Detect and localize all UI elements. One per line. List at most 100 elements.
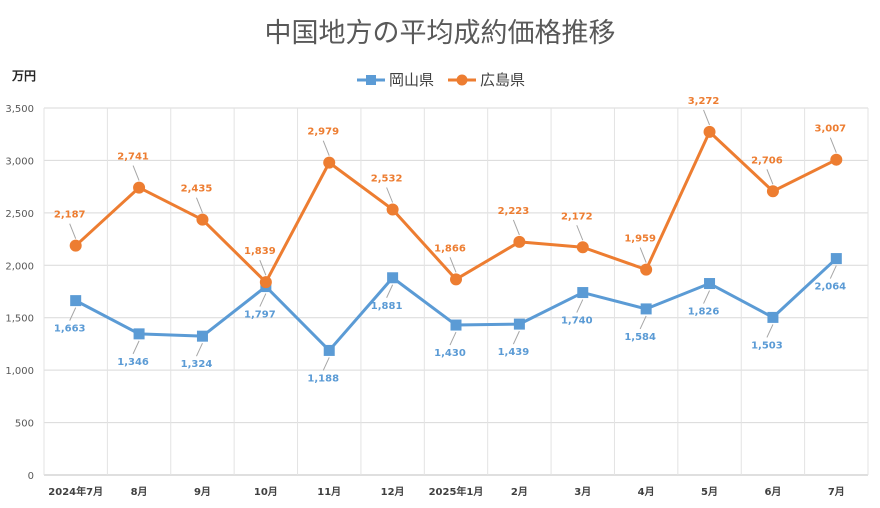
- data-label-leader: [576, 225, 584, 241]
- data-label-okayama: 1,740: [561, 316, 593, 327]
- data-label-hiroshima: 1,839: [244, 246, 276, 257]
- data-label-hiroshima: 2,172: [561, 211, 593, 222]
- data-label-hiroshima: 3,272: [688, 96, 720, 107]
- data-label-hiroshima: 1,959: [624, 234, 656, 245]
- data-label-leader: [703, 109, 711, 126]
- data-label-hiroshima: 2,223: [498, 206, 530, 217]
- x-axis: 2024年7月 8月 9月 10月 11月 12月 2025年1月 2月 3月 4月 5月 6月 7月: [48, 485, 844, 498]
- legend-label-okayama: 岡山県: [389, 71, 434, 89]
- y-tick-label: 2,500: [5, 209, 34, 220]
- data-label-okayama: 1,346: [117, 357, 149, 368]
- data-label-hiroshima: 2,741: [117, 152, 149, 163]
- y-tick-label: 2,000: [5, 261, 34, 272]
- data-label-okayama: 1,430: [434, 348, 466, 359]
- x-tick-label: 12月: [381, 486, 405, 498]
- y-axis: 0 500 1,000 1,500 2,000 2,500 3,000 3,500: [5, 104, 34, 482]
- data-label-leader: [639, 315, 647, 330]
- grid: [43, 107, 869, 476]
- x-tick-label: 7月: [828, 486, 845, 498]
- data-label-leader: [69, 307, 77, 321]
- data-point-okayama: [767, 311, 779, 323]
- data-label-okayama: 1,439: [498, 347, 530, 358]
- legend-marker-hiroshima: [456, 74, 468, 86]
- y-tick-label: 3,000: [5, 156, 34, 167]
- data-label-hiroshima: 2,187: [54, 210, 86, 221]
- data-point-okayama: [513, 318, 525, 330]
- y-tick-label: 500: [15, 419, 34, 430]
- data-point-hiroshima: [323, 156, 336, 169]
- x-tick-label: 11月: [317, 486, 341, 498]
- chart-title: 中国地方の平均成約価格推移: [265, 18, 616, 49]
- data-label-okayama: 1,324: [181, 359, 213, 370]
- legend-label-hiroshima: 広島県: [480, 71, 525, 89]
- data-point-hiroshima: [640, 263, 653, 276]
- data-point-hiroshima: [133, 181, 146, 194]
- data-label-hiroshima: 2,532: [371, 174, 403, 185]
- data-label-leader: [766, 169, 774, 185]
- data-label-leader: [512, 330, 520, 345]
- data-label-leader: [196, 342, 203, 357]
- legend-marker-okayama: [366, 75, 376, 85]
- data-label-leader: [829, 265, 837, 279]
- data-label-leader: [639, 247, 647, 263]
- data-point-okayama: [133, 328, 145, 340]
- data-point-hiroshima: [259, 276, 272, 289]
- data-point-hiroshima: [703, 125, 716, 138]
- data-label-okayama: 1,584: [624, 332, 656, 343]
- data-label-leader: [69, 223, 77, 239]
- data-label-hiroshima: 2,979: [307, 127, 339, 138]
- data-point-okayama: [704, 278, 716, 290]
- data-label-okayama: 1,797: [244, 310, 276, 321]
- x-tick-label: 10月: [254, 486, 278, 498]
- data-label-okayama: 1,881: [371, 301, 403, 312]
- data-point-okayama: [70, 295, 82, 307]
- x-tick-label: 2024年7月: [48, 485, 103, 498]
- data-label-okayama: 1,826: [688, 307, 720, 318]
- legend-item-okayama: 岡山県: [357, 71, 434, 89]
- y-tick-label: 1,500: [5, 314, 34, 325]
- y-tick-label: 3,500: [5, 104, 34, 115]
- x-tick-label: 6月: [764, 486, 781, 498]
- data-point-okayama: [640, 303, 652, 315]
- x-tick-label: 5月: [701, 486, 718, 498]
- data-label-leader: [132, 165, 140, 181]
- x-tick-label: 2025年1月: [429, 485, 484, 498]
- data-label-okayama: 1,663: [54, 324, 86, 335]
- data-label-leader: [386, 284, 394, 298]
- x-tick-label: 9月: [194, 486, 211, 498]
- data-point-hiroshima: [513, 235, 526, 248]
- data-label-hiroshima: 2,706: [751, 155, 783, 166]
- data-label-leader: [322, 140, 330, 156]
- data-label-leader: [259, 259, 267, 276]
- y-axis-unit-label: 万円: [11, 69, 36, 83]
- data-point-okayama: [387, 272, 399, 284]
- data-label-okayama: 2,064: [814, 282, 846, 293]
- data-label-hiroshima: 2,435: [181, 184, 213, 195]
- legend-item-hiroshima: 広島県: [448, 71, 525, 89]
- x-tick-label: 3月: [574, 486, 591, 498]
- data-label-leader: [766, 324, 774, 338]
- data-label-leader: [576, 299, 584, 313]
- data-label-leader: [259, 293, 267, 307]
- data-label-okayama: 1,503: [751, 340, 783, 351]
- data-label-leader: [322, 357, 330, 371]
- y-tick-label: 1,000: [5, 366, 34, 377]
- plot-area: 1,663 1,346 1,324 1,797 1,188 1,881 1,430 1,439…: [54, 96, 846, 385]
- data-label-leader: [703, 290, 710, 304]
- series-line-okayama: [74, 257, 838, 352]
- data-label-leader: [829, 137, 837, 153]
- legend: 岡山県 広島県: [357, 71, 525, 89]
- data-label-leader: [195, 197, 203, 213]
- y-tick-label: 0: [28, 471, 34, 482]
- data-point-okayama: [450, 319, 462, 331]
- x-tick-label: 4月: [638, 486, 655, 498]
- data-point-hiroshima: [830, 153, 843, 166]
- data-label-leader: [386, 187, 394, 203]
- data-point-hiroshima: [196, 213, 209, 226]
- data-label-leader: [449, 331, 457, 346]
- series-line-hiroshima: [74, 130, 837, 284]
- data-point-hiroshima: [450, 273, 462, 286]
- x-tick-label: 8月: [131, 486, 148, 498]
- data-label-okayama: 1,188: [307, 373, 339, 384]
